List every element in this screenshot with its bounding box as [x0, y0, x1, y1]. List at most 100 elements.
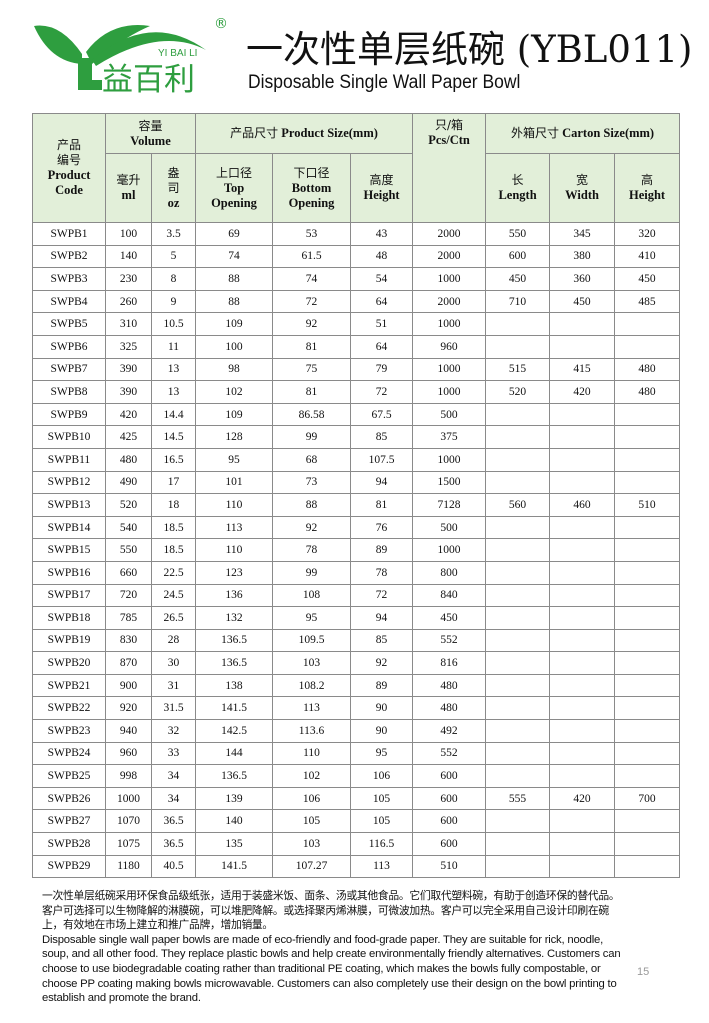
- header-product-code: 产品 编号 Product Code: [32, 113, 106, 223]
- table-cell: [485, 741, 551, 766]
- table-cell: 94: [350, 606, 414, 630]
- table-cell: 75: [272, 357, 352, 382]
- table-cell: [614, 560, 681, 585]
- table-row: SWPB28 1075 36.5 135 103 116.5 600: [32, 832, 681, 856]
- table-cell: 360: [549, 267, 616, 291]
- table-cell: 105: [272, 809, 352, 834]
- table-cell: 24.5: [150, 583, 197, 608]
- page-title-en: Disposable Single Wall Paper Bowl: [248, 72, 521, 93]
- table-cell: 2000: [412, 222, 487, 246]
- table-cell: 480: [412, 696, 487, 721]
- table-cell: 500: [412, 515, 487, 540]
- table-cell: 3.5: [150, 222, 197, 246]
- description-cn: 一次性单层纸碗采用环保食品级纸张，适用于装盛米饭、面条、汤或其他食品。它们取代塑…: [42, 889, 620, 932]
- description-en: Disposable single wall paper bowls are m…: [42, 933, 621, 1005]
- table-cell: 88: [272, 493, 352, 517]
- table-cell: 900: [105, 673, 152, 698]
- table-cell: SWPB14: [32, 515, 106, 540]
- table-cell: 109: [195, 312, 274, 336]
- svg-text:®: ®: [214, 16, 228, 32]
- header-bottom-opening: 下口径 Bottom Opening: [272, 153, 352, 223]
- table-row: SWPB9 420 14.4 109 86.58 67.5 500: [32, 402, 681, 427]
- table-cell: 700: [614, 786, 681, 811]
- table-cell: 88: [195, 289, 274, 314]
- table-cell: [614, 583, 681, 608]
- table-cell: 89: [350, 538, 414, 562]
- table-cell: 450: [549, 289, 616, 314]
- table-cell: SWPB2: [32, 244, 106, 269]
- table-cell: SWPB1: [32, 222, 106, 246]
- table-cell: 1000: [412, 312, 487, 336]
- table-cell: 18.5: [150, 515, 197, 540]
- table-cell: 2000: [412, 289, 487, 314]
- table-cell: [549, 832, 616, 856]
- table-cell: [485, 515, 551, 540]
- table-cell: SWPB21: [32, 673, 106, 698]
- table-cell: 1000: [105, 786, 152, 811]
- table-cell: 5: [150, 244, 197, 269]
- table-cell: [549, 764, 616, 788]
- table-cell: 310: [105, 312, 152, 336]
- table-cell: 30: [150, 651, 197, 675]
- table-cell: [614, 447, 681, 472]
- table-cell: 103: [272, 651, 352, 675]
- table-cell: SWPB15: [32, 538, 106, 562]
- table-cell: 85: [350, 628, 414, 653]
- table-cell: 78: [272, 538, 352, 562]
- table-cell: 144: [195, 741, 274, 766]
- table-row: SWPB24 960 33 144 110 95 552: [32, 741, 681, 766]
- table-cell: 81: [272, 380, 352, 404]
- table-cell: [614, 651, 681, 675]
- table-cell: [485, 447, 551, 472]
- table-cell: [614, 741, 681, 766]
- table-cell: 8: [150, 267, 197, 291]
- table-cell: 600: [412, 786, 487, 811]
- table-cell: 785: [105, 606, 152, 630]
- table-cell: 600: [485, 244, 551, 269]
- table-cell: [614, 673, 681, 698]
- table-cell: 710: [485, 289, 551, 314]
- table-cell: 960: [412, 334, 487, 359]
- table-cell: 1000: [412, 357, 487, 382]
- table-row: SWPB14 540 18.5 113 92 76 500: [32, 515, 681, 540]
- table-cell: [614, 425, 681, 449]
- table-cell: 141.5: [195, 696, 274, 721]
- table-cell: 95: [272, 606, 352, 630]
- table-cell: SWPB6: [32, 334, 106, 359]
- table-row: SWPB10 425 14.5 128 99 85 375: [32, 425, 681, 449]
- table-cell: 14.5: [150, 425, 197, 449]
- table-cell: [485, 673, 551, 698]
- table-cell: 550: [485, 222, 551, 246]
- table-cell: 800: [412, 560, 487, 585]
- table-row: SWPB7 390 13 98 75 79 1000 515 415 480: [32, 357, 681, 382]
- table-cell: 1500: [412, 470, 487, 495]
- header-width: 宽 Width: [549, 153, 616, 223]
- table-row: SWPB20 870 30 136.5 103 92 816: [32, 651, 681, 675]
- table-cell: [549, 312, 616, 336]
- table-cell: 72: [350, 380, 414, 404]
- header-ml: 毫升 ml: [105, 153, 152, 223]
- table-cell: 600: [412, 809, 487, 834]
- page-number: 15: [637, 966, 650, 978]
- table-cell: 102: [272, 764, 352, 788]
- table-cell: 555: [485, 786, 551, 811]
- table-cell: 99: [272, 425, 352, 449]
- header-carton-height: 高 Height: [614, 153, 681, 223]
- table-cell: 552: [412, 741, 487, 766]
- table-cell: 480: [614, 380, 681, 404]
- table-cell: [549, 673, 616, 698]
- table-cell: 90: [350, 696, 414, 721]
- table-cell: 106: [350, 764, 414, 788]
- table-cell: 74: [272, 267, 352, 291]
- table-cell: [614, 764, 681, 788]
- table-cell: 600: [412, 832, 487, 856]
- table-cell: 69: [195, 222, 274, 246]
- table-cell: 51: [350, 312, 414, 336]
- table-cell: [614, 832, 681, 856]
- table-cell: 123: [195, 560, 274, 585]
- table-cell: 390: [105, 357, 152, 382]
- table-cell: 18.5: [150, 538, 197, 562]
- svg-text:YI BAI LI: YI BAI LI: [158, 48, 197, 59]
- table-cell: 110: [272, 741, 352, 766]
- table-cell: [549, 854, 616, 879]
